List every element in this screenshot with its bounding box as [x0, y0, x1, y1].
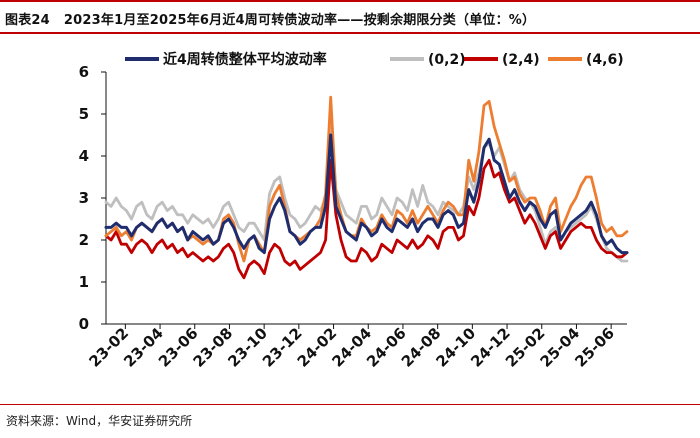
y-tick-label: 1 [79, 273, 89, 291]
figure-header: 图表24 2023年1月至2025年6月近4周可转债波动率——按剩余期限分类（单位… [0, 0, 700, 34]
figure-title: 图表24 2023年1月至2025年6月近4周可转债波动率——按剩余期限分类（单位… [5, 9, 535, 28]
series-line-2 [104, 158, 629, 280]
y-tick-label: 3 [79, 189, 89, 207]
chart-axes: 012345623-0223-0423-0623-0823-1023-1224-… [79, 63, 627, 371]
y-tick-label: 4 [79, 147, 89, 165]
chart-series [104, 95, 629, 280]
y-tick-label: 0 [79, 315, 89, 333]
source-divider [0, 404, 700, 405]
source-note: 资料来源：Wind，华安证券研究所 [6, 414, 193, 428]
y-tick-label: 6 [79, 63, 89, 81]
figure-label: 图表24 [5, 13, 50, 28]
series-line-1 [104, 125, 629, 263]
y-tick-label: 2 [79, 231, 89, 249]
legend-label-3: (4,6) [586, 52, 624, 68]
volatility-line-chart: 近4周转债整体平均波动率 (0,2) (2,4) (4,6) 012345623-02… [79, 51, 629, 371]
y-tick-label: 5 [79, 105, 89, 123]
figure-title-text: 2023年1月至2025年6月近4周可转债波动率——按剩余期限分类（单位：%） [63, 13, 536, 28]
legend-label-2: (2,4) [502, 52, 540, 68]
chart-legend: 近4周转债整体平均波动率 (0,2) (2,4) (4,6) [125, 51, 624, 68]
x-tick-label: 25-06 [571, 324, 618, 371]
legend-label-0: 近4周转债整体平均波动率 [163, 51, 327, 68]
series-line-0 [104, 133, 629, 255]
legend-label-1: (0,2) [428, 52, 466, 68]
